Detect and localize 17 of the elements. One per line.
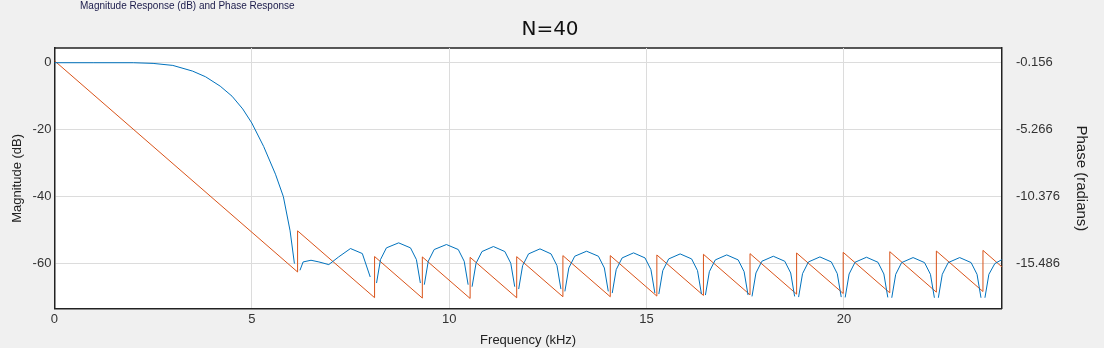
y-tick-label: -60 — [32, 255, 52, 271]
x-tick-label: 5 — [248, 311, 256, 327]
x-tick-label: 15 — [639, 311, 654, 327]
text: Magnitude Response (dB) and Phase Response — [80, 0, 295, 11]
x-tick-label: 10 — [441, 311, 457, 327]
y2-tick-label: -0.156 — [1015, 54, 1053, 70]
chart-title: N=40 — [521, 16, 579, 41]
y2-tick-label: -5.266 — [1015, 121, 1053, 137]
y2-axis-title: Phase (radians) — [1073, 125, 1091, 232]
y2-tick-label: -10.376 — [1015, 188, 1060, 204]
y-tick-label: -20 — [32, 121, 52, 137]
x-tick-label: 20 — [836, 311, 852, 327]
x-axis-title: Frequency (kHz) — [480, 331, 577, 347]
y-tick-label: -40 — [32, 188, 52, 204]
y-axis-title: Magnitude (dB) — [9, 133, 25, 223]
y-tick-label: 0 — [44, 54, 52, 70]
y2-tick-label: -15.486 — [1015, 255, 1060, 271]
